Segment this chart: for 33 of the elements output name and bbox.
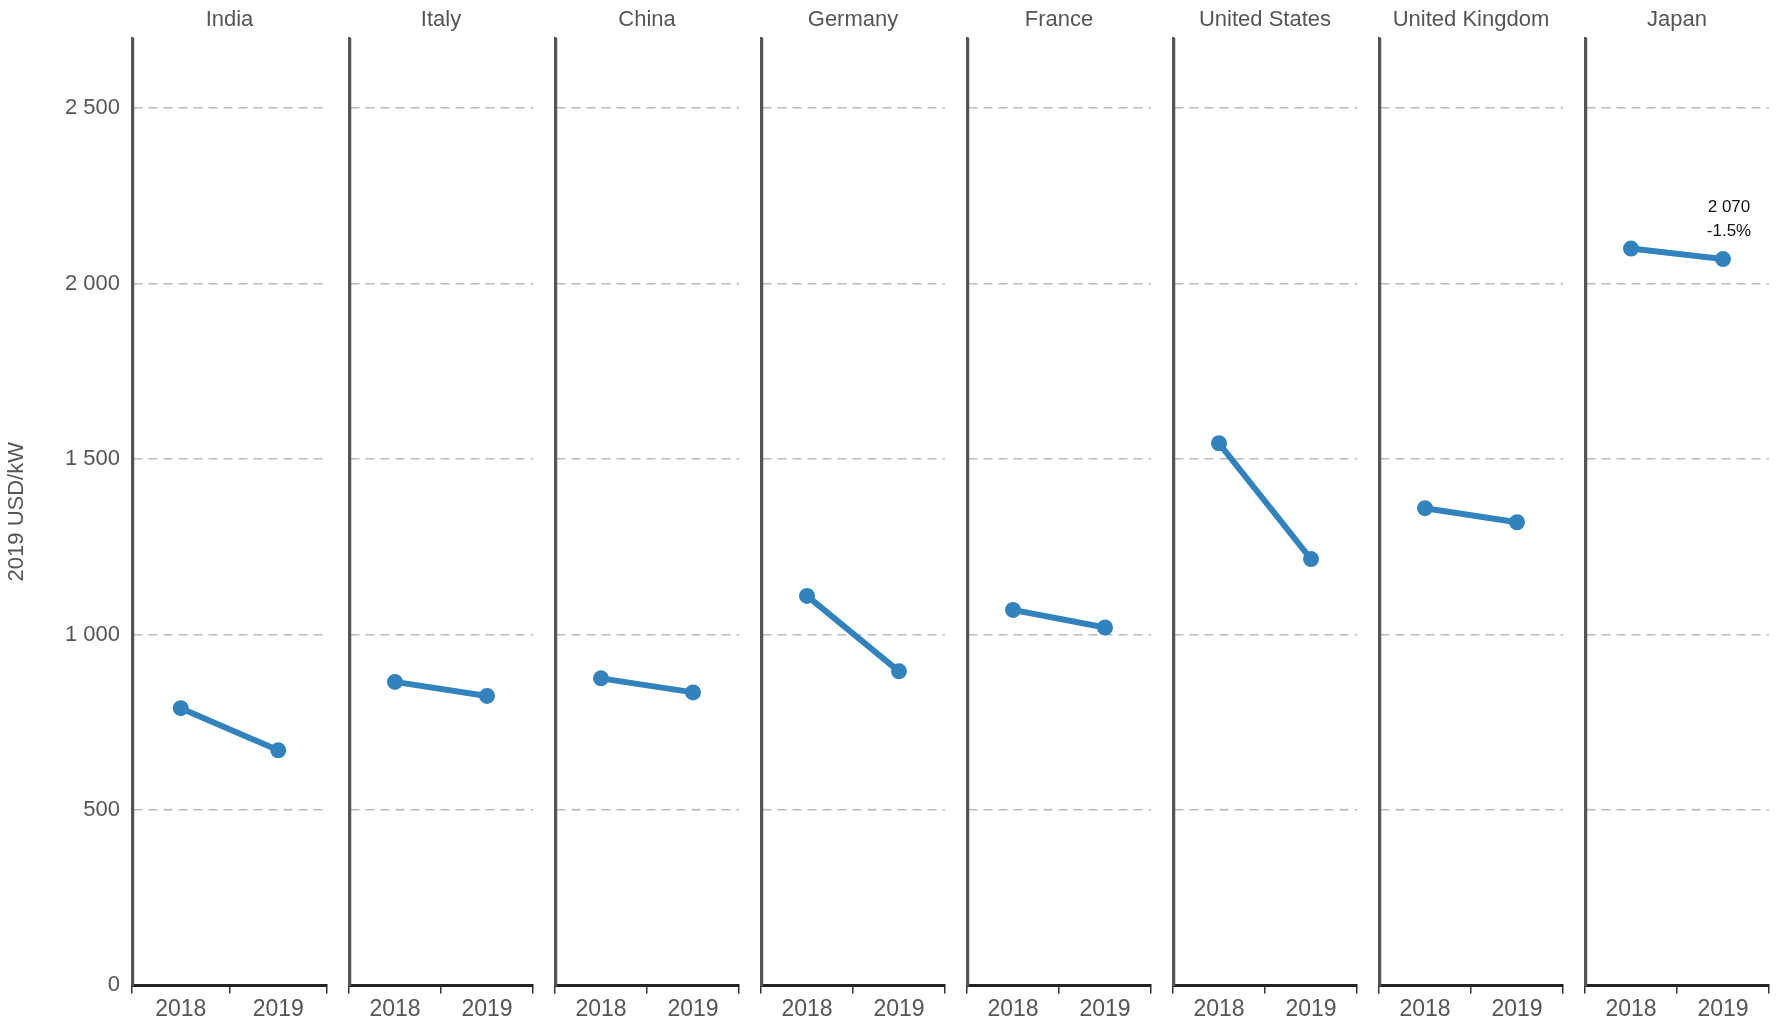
- chart-title: Japan: [1647, 6, 1707, 32]
- y-tick-label: 2 500: [64, 94, 120, 120]
- x-tick-label: 2019: [252, 994, 304, 1021]
- chart-title: Germany: [807, 6, 899, 32]
- x-tick-label: 2019: [1697, 994, 1749, 1021]
- chart-title: United States: [1198, 6, 1332, 32]
- y-tick-label: 500: [83, 796, 120, 822]
- x-tick-label: 2019: [461, 994, 513, 1021]
- x-tick-label: 2018: [1605, 994, 1657, 1021]
- chart-title: India: [205, 6, 255, 32]
- chart-title: France: [1024, 6, 1094, 32]
- x-tick-label: 2018: [155, 994, 207, 1021]
- y-tick-label: 1 000: [64, 620, 120, 646]
- y-tick-label: 1 500: [64, 445, 120, 471]
- annotation: -1.5%: [1706, 220, 1752, 240]
- x-tick-label: 2018: [1399, 994, 1451, 1021]
- x-tick-label: 2018: [369, 994, 421, 1021]
- x-tick-label: 2018: [781, 994, 833, 1021]
- x-tick-label: 2019: [1285, 994, 1337, 1021]
- y-axis-title: 2019 USD/kW: [3, 441, 29, 582]
- annotation: 2 070: [1707, 196, 1751, 216]
- chart-title: China: [618, 6, 677, 32]
- chart-title: Italy: [420, 6, 462, 32]
- x-tick-label: 2019: [1491, 994, 1543, 1021]
- x-tick-label: 2019: [873, 994, 925, 1021]
- chart-title: United Kingdom: [1392, 6, 1550, 32]
- x-tick-label: 2018: [1193, 994, 1245, 1021]
- x-tick-label: 2019: [1079, 994, 1131, 1021]
- x-tick-label: 2018: [575, 994, 627, 1021]
- y-tick-label: 0: [107, 971, 120, 997]
- x-tick-label: 2018: [987, 994, 1039, 1021]
- x-tick-label: 2019: [667, 994, 719, 1021]
- y-tick-label: 2 000: [64, 269, 120, 295]
